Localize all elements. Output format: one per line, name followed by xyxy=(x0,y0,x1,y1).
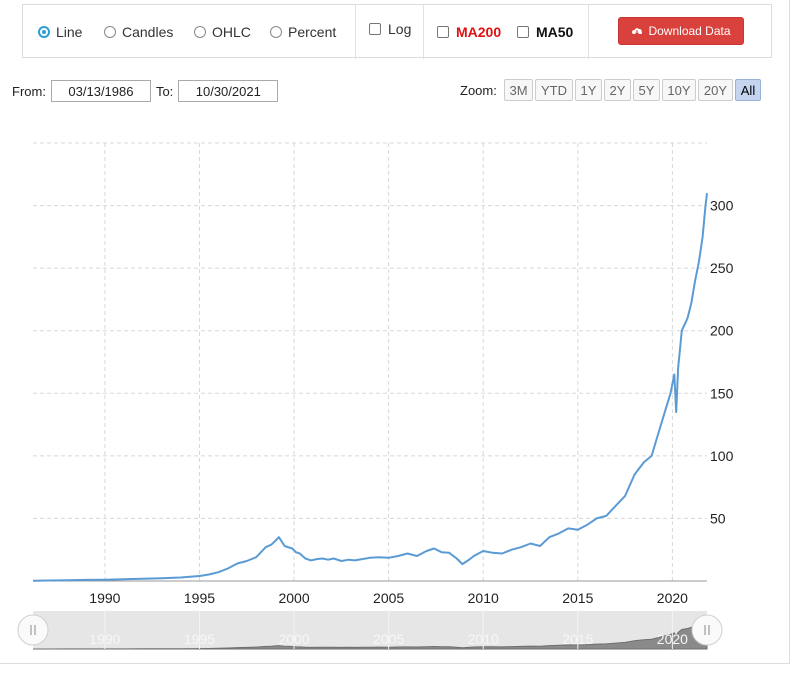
zoom-3m-button[interactable]: 3M xyxy=(504,79,533,101)
navigator-background xyxy=(33,611,707,649)
radio-icon xyxy=(270,26,282,38)
chart-type-line-radio[interactable]: Line xyxy=(38,5,82,59)
chart-widget-frame xyxy=(0,0,790,664)
zoom-2y-button[interactable]: 2Y xyxy=(604,79,631,101)
zoom-1y-button[interactable]: 1Y xyxy=(575,79,602,101)
x-tick-label: 1995 xyxy=(184,590,215,606)
y-tick-label: 300 xyxy=(710,198,734,214)
download-data-label: Download Data xyxy=(648,24,731,38)
zoom-20y-button[interactable]: 20Y xyxy=(698,79,733,101)
chart-type-line-label: Line xyxy=(56,24,83,40)
zoom-label: Zoom: xyxy=(460,83,497,98)
x-tick-label: 2005 xyxy=(373,590,404,606)
date-range: From: 03/13/1986 To: 10/30/2021 xyxy=(12,79,279,103)
ma200-checkbox[interactable]: MA200 xyxy=(437,5,501,59)
download-data-button[interactable]: Download Data xyxy=(618,17,744,45)
to-label: To: xyxy=(155,83,174,99)
chart-type-candles-radio[interactable]: Candles xyxy=(104,5,173,59)
checkbox-icon xyxy=(437,26,449,38)
from-date-input[interactable]: 03/13/1986 xyxy=(50,80,151,102)
y-tick-label: 250 xyxy=(710,260,734,276)
x-tick-label: 1990 xyxy=(89,590,120,606)
checkbox-icon xyxy=(369,23,381,35)
radio-icon xyxy=(194,26,206,38)
to-date-input[interactable]: 10/30/2021 xyxy=(178,80,279,102)
navigator-series-area xyxy=(33,617,708,650)
navigator-tick-label: 2020 xyxy=(657,631,688,647)
chart-toolbar: Line Candles OHLC Percent Log MA200 MA50… xyxy=(22,2,772,59)
x-tick-label: 2010 xyxy=(468,590,499,606)
y-tick-label: 100 xyxy=(710,448,734,464)
navigator-left-handle[interactable] xyxy=(17,614,49,646)
navigator-tick-label: 2010 xyxy=(468,631,499,647)
ma50-label: MA50 xyxy=(536,24,574,40)
x-tick-label: 2000 xyxy=(278,590,309,606)
navigator-tick-label: 2015 xyxy=(562,631,593,647)
y-tick-label: 50 xyxy=(710,510,726,526)
navigator-right-handle[interactable] xyxy=(691,614,723,646)
x-tick-label: 2015 xyxy=(562,590,593,606)
chart-type-ohlc-radio[interactable]: OHLC xyxy=(194,5,251,59)
y-tick-label: 200 xyxy=(710,323,734,339)
radio-icon xyxy=(104,26,116,38)
radio-selected-icon xyxy=(38,26,50,38)
navigator-tick-label: 2000 xyxy=(278,631,309,647)
navigator-tick-label: 2005 xyxy=(373,631,404,647)
toolbar-divider xyxy=(423,5,424,59)
price-line xyxy=(32,192,708,582)
zoom-5y-button[interactable]: 5Y xyxy=(633,79,660,101)
y-tick-label: 150 xyxy=(710,385,734,401)
x-tick-label: 2020 xyxy=(657,590,688,606)
toolbar-divider xyxy=(588,5,589,59)
zoom-all-button[interactable]: All xyxy=(735,79,761,101)
chart-type-percent-label: Percent xyxy=(288,24,337,40)
zoom-10y-button[interactable]: 10Y xyxy=(662,79,696,101)
navigator-tick-label: 1995 xyxy=(184,631,215,647)
chart-type-ohlc-label: OHLC xyxy=(212,24,251,40)
toolbar-divider xyxy=(355,5,356,59)
cloud-download-icon xyxy=(632,28,643,36)
chart-type-candles-label: Candles xyxy=(122,24,174,40)
ma200-label: MA200 xyxy=(456,24,502,40)
chart-type-percent-radio[interactable]: Percent xyxy=(270,5,336,59)
checkbox-icon xyxy=(517,26,529,38)
from-label: From: xyxy=(12,83,46,99)
navigator-tick-label: 1990 xyxy=(89,631,120,647)
log-scale-checkbox[interactable]: Log xyxy=(369,2,411,56)
ma50-checkbox[interactable]: MA50 xyxy=(517,5,573,59)
log-scale-label: Log xyxy=(388,21,412,37)
zoom-ytd-button[interactable]: YTD xyxy=(535,79,573,101)
